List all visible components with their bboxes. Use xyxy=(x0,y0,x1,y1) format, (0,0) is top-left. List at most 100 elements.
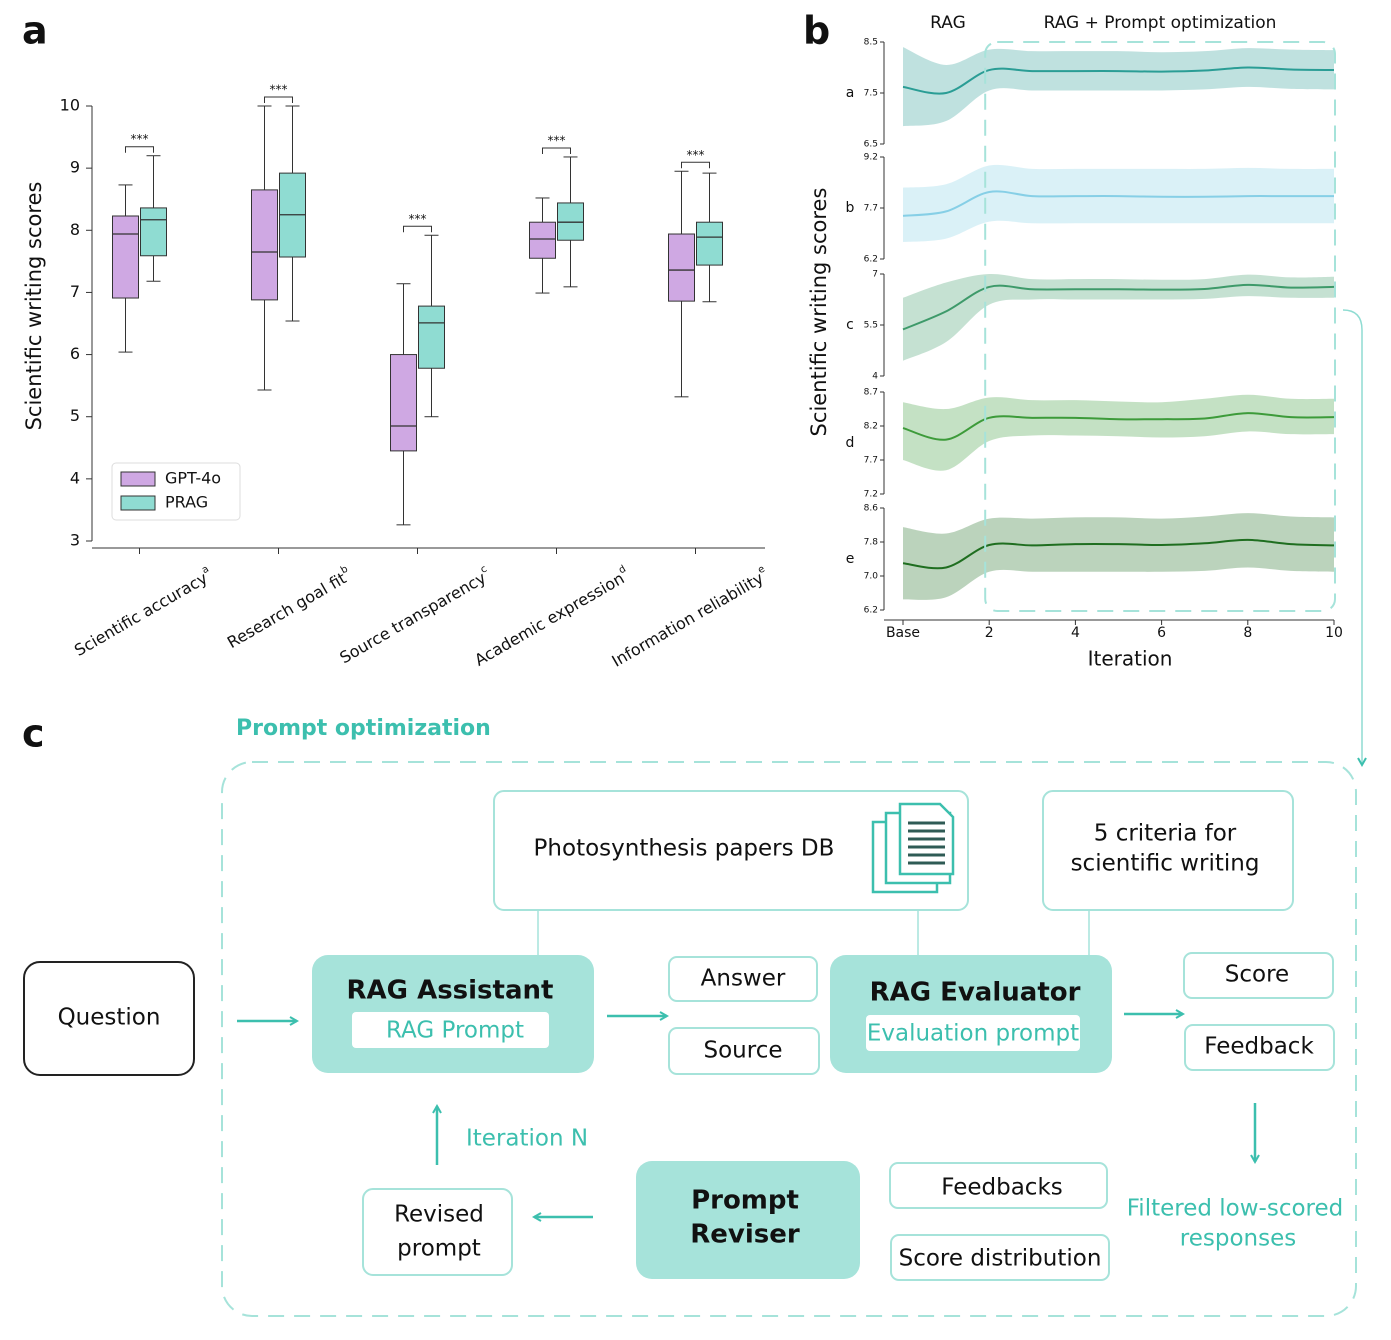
category-superscript: e xyxy=(756,564,767,577)
criteria-box xyxy=(1042,790,1294,911)
mean-line xyxy=(902,412,1335,441)
y-tick-label: 6 xyxy=(70,344,80,363)
category-name: Scientific accuracy xyxy=(71,568,211,660)
question-label: Question xyxy=(58,1005,161,1031)
revised-box xyxy=(362,1188,513,1276)
box xyxy=(112,215,139,299)
x-tick-label: 8 xyxy=(1243,625,1252,641)
significance-label: *** xyxy=(548,133,566,147)
legend-label: GPT-4o xyxy=(165,469,221,488)
prompt-box xyxy=(352,1012,549,1048)
confidence-band xyxy=(903,513,1334,600)
output-box xyxy=(668,1027,820,1075)
criteria-label: 5 criteria for xyxy=(1094,821,1237,847)
filtered-label: responses xyxy=(1180,1226,1296,1252)
y-tick-label: 7.5 xyxy=(864,89,878,99)
document-icon xyxy=(871,802,955,894)
x-tick-label: 2 xyxy=(985,625,994,641)
revised-label: prompt xyxy=(397,1236,481,1262)
significance-bracket xyxy=(681,161,710,169)
category-name: Academic expression xyxy=(471,568,627,669)
y-axis-label: Scientific writing scores xyxy=(22,182,46,431)
diagram: Prompt optimization Photosynthesis paper… xyxy=(23,716,1357,1317)
panel-label: c xyxy=(22,712,45,756)
legend-label: PRAG xyxy=(165,493,208,512)
category-superscript: d xyxy=(617,564,628,577)
evaluation-box xyxy=(1184,1024,1335,1071)
y-tick-label: 5 xyxy=(70,406,80,425)
significance-bracket xyxy=(125,146,154,153)
y-tick-label: 8.7 xyxy=(864,388,878,398)
y-tick-label: 5.5 xyxy=(864,321,878,331)
category-superscript: c xyxy=(479,564,489,576)
box xyxy=(668,233,695,302)
category-name: Source transparency xyxy=(336,568,489,667)
connector xyxy=(1342,309,1362,765)
category-name: Information reliability xyxy=(608,568,766,670)
y-tick-label: 8.6 xyxy=(864,504,879,514)
optimization-frame xyxy=(221,761,1357,1317)
subplot-label: b xyxy=(846,200,855,216)
evaluator-title: RAG Evaluator xyxy=(870,978,1081,1008)
region-label: RAG xyxy=(930,13,966,33)
assistant-title: RAG Assistant xyxy=(347,976,554,1006)
reviser-input-label: Score distribution xyxy=(899,1246,1102,1272)
box xyxy=(251,189,278,301)
y-tick-label: 7.7 xyxy=(864,204,878,214)
category-superscript: a xyxy=(200,564,211,577)
y-tick-label: 8.5 xyxy=(864,38,878,48)
reviser-label: Prompt xyxy=(691,1186,799,1216)
x-tick-label: Source transparencyc xyxy=(335,564,493,667)
confidence-band xyxy=(903,47,1334,127)
y-tick-label: 7 xyxy=(70,282,80,301)
y-tick-label: 7.0 xyxy=(864,572,879,582)
y-tick-label: 3 xyxy=(70,531,80,550)
mean-line xyxy=(902,66,1335,95)
y-axis-label: Scientific writing scores xyxy=(807,188,831,437)
y-tick-label: 9.2 xyxy=(864,153,878,163)
category-superscript: b xyxy=(339,564,350,577)
evaluation-box xyxy=(1183,952,1334,999)
x-tick-label: Research goal fitb xyxy=(223,564,355,652)
legend-swatch xyxy=(120,471,156,487)
box xyxy=(529,221,556,259)
y-tick-label: 7 xyxy=(872,270,878,280)
y-tick-label: 8 xyxy=(70,220,80,239)
mean-line xyxy=(902,190,1334,217)
panel-label: b xyxy=(803,9,830,53)
category-name: Research goal fit xyxy=(224,568,350,652)
x-tick-label: Information reliabilitye xyxy=(607,564,771,671)
significance-bracket xyxy=(403,225,432,233)
x-tick-label: 4 xyxy=(1071,625,1080,641)
output-label: Source xyxy=(704,1038,783,1064)
y-tick-label: 6.5 xyxy=(864,140,878,150)
evaluator-prompt: Evaluation prompt xyxy=(867,1021,1079,1047)
significance-label: *** xyxy=(270,83,288,97)
x-tick-label: Base xyxy=(886,625,920,641)
confidence-band xyxy=(903,394,1334,471)
box xyxy=(418,305,445,369)
reviser-input-label: Feedbacks xyxy=(941,1175,1063,1201)
reviser-box xyxy=(636,1161,860,1279)
y-tick-label: 10 xyxy=(60,96,80,115)
significance-label: *** xyxy=(409,212,427,226)
iteration-label: Iteration N xyxy=(466,1126,588,1152)
mean-line xyxy=(902,283,1335,331)
reviser-input-box xyxy=(889,1162,1108,1209)
subplot-label: e xyxy=(846,551,855,567)
x-tick-label: Scientific accuracya xyxy=(70,564,216,660)
reviser-label: Reviser xyxy=(690,1220,800,1250)
y-tick-label: 6.2 xyxy=(864,255,878,265)
revised-label: Revised xyxy=(394,1202,484,1228)
diagram-title: Prompt optimization xyxy=(236,716,491,741)
confidence-band xyxy=(903,273,1334,361)
box xyxy=(140,207,167,257)
output-box xyxy=(668,956,818,1002)
significance-bracket xyxy=(542,147,571,154)
y-tick-label: 6.2 xyxy=(864,606,878,616)
question-box xyxy=(23,961,195,1076)
subplot-label: a xyxy=(846,85,855,101)
y-tick-label: 4 xyxy=(872,372,878,382)
y-tick-label: 7.7 xyxy=(864,456,878,466)
